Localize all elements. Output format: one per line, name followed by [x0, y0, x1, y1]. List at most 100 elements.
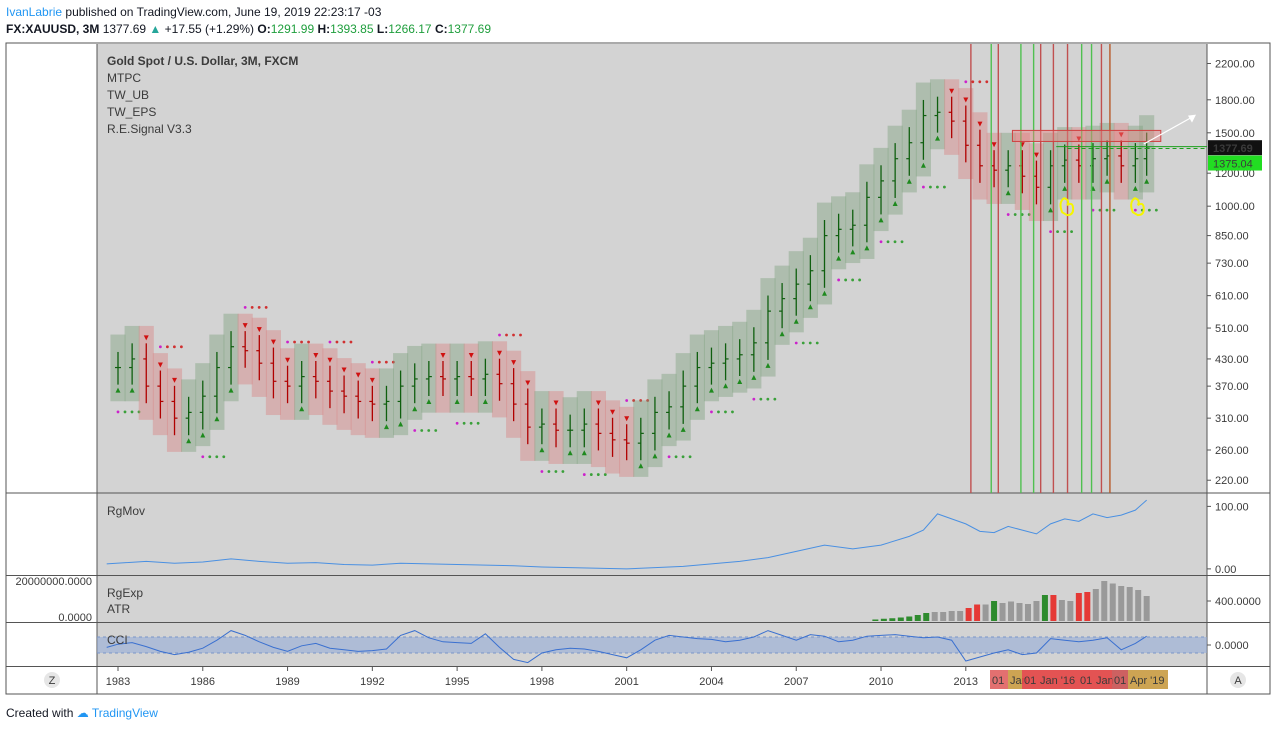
rgexp-label[interactable]: RgExp	[107, 586, 143, 600]
sell-signal-triangle	[341, 367, 347, 373]
signal-dot	[413, 429, 417, 432]
x-axis-tick-label: 1998	[530, 676, 554, 688]
signal-dot	[130, 410, 134, 414]
x-axis-tick-label: 1986	[191, 676, 215, 688]
auto-scale-button[interactable]: A	[1230, 672, 1246, 688]
y-axis-tick-label: 1500.00	[1215, 128, 1255, 140]
buy-signal-triangle	[567, 450, 573, 456]
signal-dot	[851, 278, 855, 282]
signal-dot	[582, 473, 586, 476]
rgexp-left-tick-label: 20000000.0000	[16, 576, 92, 588]
atr-bar	[1058, 600, 1065, 621]
buy-signal-triangle	[1144, 178, 1150, 184]
buy-signal-triangle	[539, 447, 545, 453]
atr-bar	[999, 603, 1006, 621]
signal-dot	[434, 429, 438, 432]
signal-dot	[540, 470, 544, 473]
cci-tick-label: 0.0000	[1215, 640, 1249, 652]
sell-signal-triangle	[369, 377, 375, 383]
buy-signal-triangle	[638, 463, 644, 469]
tradingview-logo-icon: ☁	[76, 706, 89, 720]
signal-dot	[1070, 230, 1073, 234]
projection-arrow	[1143, 116, 1194, 145]
tradingview-link[interactable]: TradingView	[91, 706, 158, 720]
sell-signal-triangle	[440, 353, 446, 359]
signal-dot	[512, 333, 515, 337]
atr-tick-label: 400.0000	[1215, 596, 1261, 608]
indicator-label[interactable]: TW_EPS	[107, 105, 156, 119]
x-axis-tick-label: 2001	[614, 676, 638, 688]
atr-bar	[940, 612, 947, 621]
sell-signal-triangle	[497, 350, 503, 356]
buy-signal-triangle	[186, 438, 192, 444]
signal-dot	[596, 473, 600, 476]
buy-signal-triangle	[864, 245, 870, 251]
support-price-tag-text: 1375.04	[1213, 159, 1253, 171]
sell-signal-triangle	[285, 357, 291, 363]
signal-dot	[688, 455, 692, 459]
auto-scale-label: A	[1234, 675, 1242, 687]
signal-dot	[1049, 230, 1052, 234]
high-value: 1393.85	[330, 22, 374, 36]
buy-signal-triangle	[836, 255, 842, 261]
signal-dot	[646, 399, 650, 402]
author-link[interactable]: IvanLabrie	[6, 5, 63, 19]
rgmov-line	[106, 499, 1147, 570]
signal-dot	[943, 185, 946, 189]
scroll-left-button[interactable]: Z	[44, 672, 60, 688]
signal-dot	[335, 340, 339, 344]
signal-dot	[837, 278, 841, 282]
x-axis-tick-label: 1989	[275, 676, 299, 688]
signal-dot	[929, 185, 932, 189]
buy-signal-triangle	[737, 378, 743, 384]
buy-signal-triangle	[228, 387, 234, 393]
atr-bar	[1024, 604, 1031, 621]
signal-dot	[215, 455, 219, 459]
signal-dot	[201, 455, 205, 459]
buy-signal-triangle	[581, 450, 587, 456]
projection-arrow-head	[1188, 114, 1196, 123]
open-label: O:	[257, 22, 271, 36]
indicator-label[interactable]: R.E.Signal V3.3	[107, 122, 192, 136]
signal-dot	[879, 240, 883, 244]
cci-label[interactable]: CCI	[107, 633, 128, 647]
signal-dot	[808, 341, 812, 345]
signal-dot	[724, 410, 727, 414]
rgmov-tick-label: 0.00	[1215, 564, 1236, 576]
sell-signal-triangle	[313, 353, 319, 359]
y-axis-tick-label: 510.00	[1215, 323, 1249, 335]
event-marker-label: Jan '16	[1040, 675, 1075, 687]
event-marker	[1022, 670, 1038, 689]
signal-dot	[420, 429, 424, 432]
time-axis[interactable]: 1983 1986 1989 1992 1995 1998 2001 2004 2007 2010…	[106, 667, 1168, 689]
atr-label[interactable]: ATR	[107, 602, 130, 616]
close-value: 1377.69	[447, 22, 492, 36]
y-axis-tick-label: 1200.00	[1215, 168, 1255, 180]
atr-bar	[1067, 601, 1074, 621]
rgmov-pane: 0.00 100.00	[106, 499, 1249, 576]
y-axis-tick-label: 1000.00	[1215, 201, 1255, 213]
buy-signal-triangle	[454, 399, 460, 405]
sell-signal-triangle	[525, 380, 531, 386]
buy-signal-triangle	[878, 217, 884, 223]
rgmov-label[interactable]: RgMov	[107, 504, 145, 518]
atr-bar	[1075, 593, 1082, 621]
atr-bar	[1101, 581, 1108, 621]
atr-bar	[957, 611, 964, 621]
signal-dot	[158, 345, 162, 349]
signal-dot	[519, 333, 522, 337]
indicator-label[interactable]: TW_UB	[107, 88, 149, 102]
x-axis-tick-label: 2013	[954, 676, 978, 688]
atr-bar	[974, 604, 981, 621]
symbol-info: FX:XAUUSD, 3M 1377.69 ▲ +17.55 (+1.29%) …	[6, 22, 491, 36]
indicator-label[interactable]: MTPC	[107, 71, 141, 85]
signal-dot	[349, 340, 353, 344]
signal-dot	[971, 80, 975, 84]
resistance-zone	[1011, 129, 1162, 142]
high-label: H:	[317, 22, 331, 36]
atr-bar	[948, 611, 955, 621]
atr-bar	[1143, 596, 1150, 621]
main-pane: 220.00 260.00 310.00 370.00 430.00 510.00 610.…	[110, 44, 1262, 493]
low-label: L:	[376, 22, 389, 36]
